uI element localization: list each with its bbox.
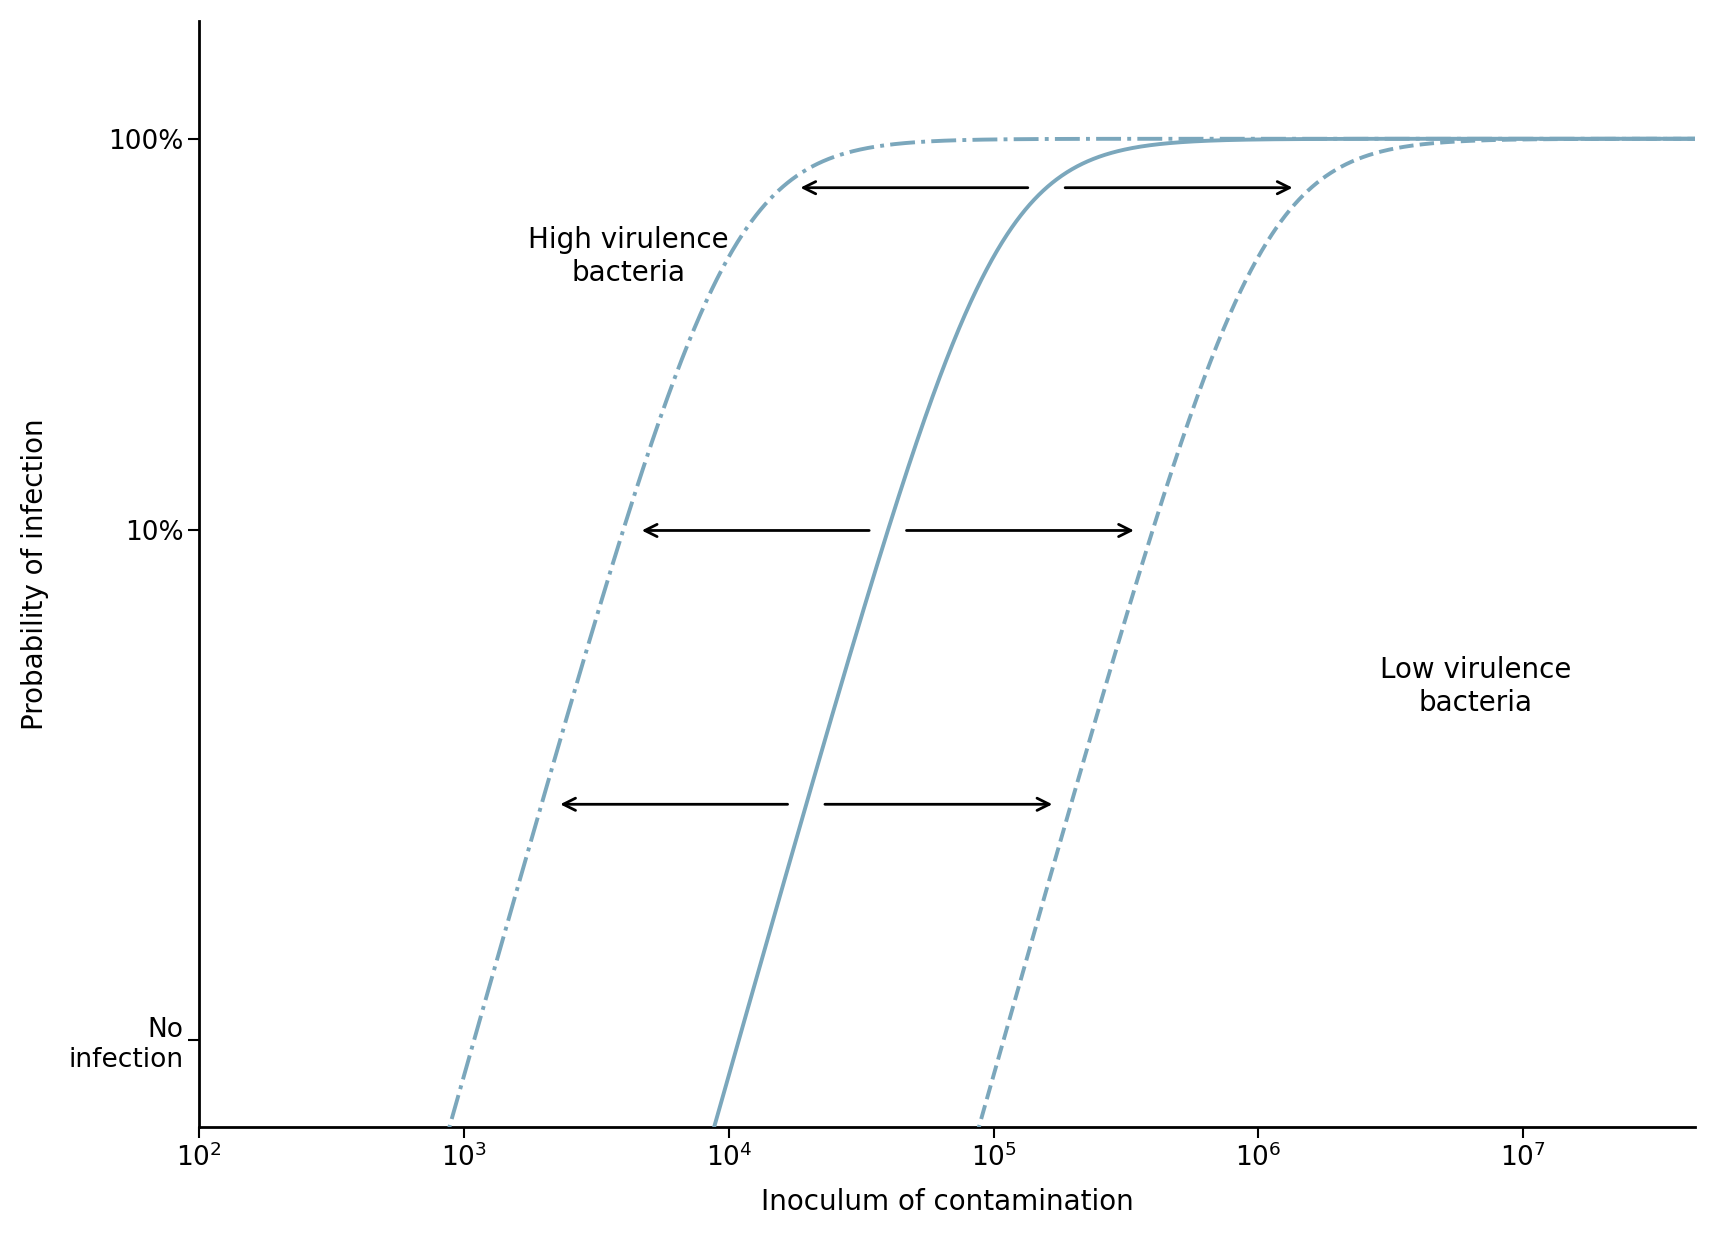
Text: High virulence
bacteria: High virulence bacteria xyxy=(529,226,729,287)
Text: Low virulence
bacteria: Low virulence bacteria xyxy=(1380,656,1572,716)
Y-axis label: Probability of infection: Probability of infection xyxy=(21,418,48,730)
X-axis label: Inoculum of contamination: Inoculum of contamination xyxy=(760,1189,1134,1216)
